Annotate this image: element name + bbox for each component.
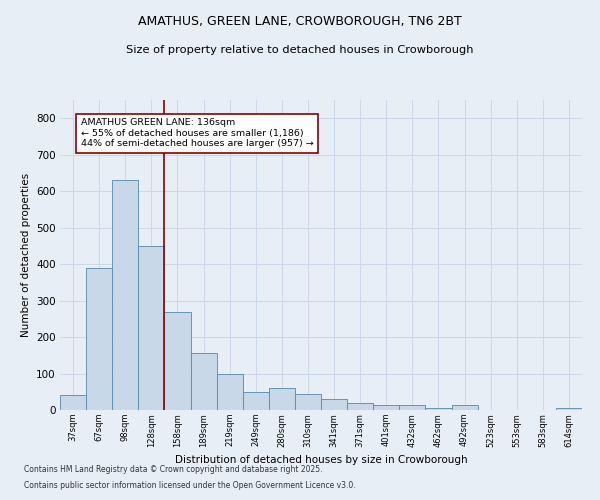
Bar [164,312,191,410]
Bar [556,408,582,410]
Bar [400,404,425,410]
Bar [295,394,321,410]
Bar [321,399,347,410]
Y-axis label: Number of detached properties: Number of detached properties [20,173,31,337]
Text: AMATHUS GREEN LANE: 136sqm
← 55% of detached houses are smaller (1,186)
44% of s: AMATHUS GREEN LANE: 136sqm ← 55% of deta… [81,118,314,148]
Bar [86,268,112,410]
Bar [242,392,269,410]
Bar [425,408,452,410]
Text: Contains public sector information licensed under the Open Government Licence v3: Contains public sector information licen… [24,480,356,490]
Bar [373,404,400,410]
Bar [452,404,478,410]
Text: AMATHUS, GREEN LANE, CROWBOROUGH, TN6 2BT: AMATHUS, GREEN LANE, CROWBOROUGH, TN6 2B… [138,15,462,28]
Bar [269,388,295,410]
Bar [347,402,373,410]
Bar [60,396,86,410]
Text: Contains HM Land Registry data © Crown copyright and database right 2025.: Contains HM Land Registry data © Crown c… [24,466,323,474]
Bar [112,180,139,410]
Bar [191,354,217,410]
X-axis label: Distribution of detached houses by size in Crowborough: Distribution of detached houses by size … [175,455,467,465]
Bar [139,246,164,410]
Bar [217,374,243,410]
Text: Size of property relative to detached houses in Crowborough: Size of property relative to detached ho… [126,45,474,55]
